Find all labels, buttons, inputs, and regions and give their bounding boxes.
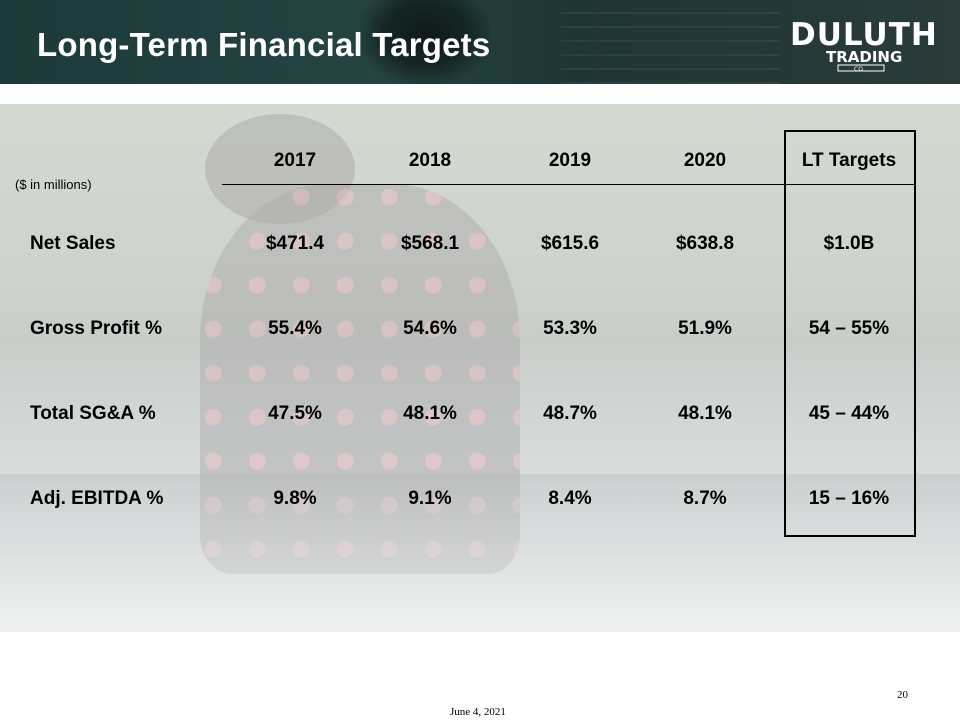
page-number: 20 — [897, 689, 908, 701]
header-rule — [222, 184, 915, 185]
table-cell: $638.8 — [675, 233, 735, 254]
duluth-trading-logo: DULUTH TRADING CO — [788, 16, 938, 74]
logo-line2: TRADING — [826, 48, 902, 66]
row-label-total-sga: Total SG&A % — [30, 403, 156, 424]
table-cell: $471.4 — [265, 233, 325, 254]
table-cell: 9.8% — [273, 488, 317, 509]
units-note: ($ in millions) — [15, 177, 92, 192]
table-cell: 8.4% — [548, 488, 592, 509]
photo-white-overlay — [0, 104, 960, 632]
table-cell: 55.4% — [268, 318, 322, 339]
table-cell: 47.5% — [268, 403, 322, 424]
table-cell: 54.6% — [403, 318, 457, 339]
column-header-2020: 2020 — [683, 150, 727, 171]
table-cell: 48.1% — [678, 403, 732, 424]
logo-line3: CO — [854, 66, 863, 73]
row-label-net-sales: Net Sales — [30, 233, 116, 254]
table-cell-target: $1.0B — [823, 233, 875, 254]
logo-line1: DULUTH — [790, 17, 938, 53]
row-label-gross-profit: Gross Profit % — [30, 318, 162, 339]
row-label-adj-ebitda: Adj. EBITDA % — [30, 488, 164, 509]
header-brick-texture — [560, 0, 780, 84]
table-cell: 8.7% — [683, 488, 727, 509]
table-cell-target: 15 – 16% — [808, 488, 890, 509]
header-photo-shade — [360, 0, 490, 84]
column-header-2019: 2019 — [548, 150, 592, 171]
header-banner: Long-Term Financial Targets DULUTH TRADI… — [0, 0, 960, 84]
background-photo — [0, 104, 960, 632]
table-cell-target: 45 – 44% — [808, 403, 890, 424]
table-cell: 51.9% — [678, 318, 732, 339]
table-cell: 48.7% — [543, 403, 597, 424]
table-cell: 53.3% — [543, 318, 597, 339]
table-cell: $615.6 — [540, 233, 600, 254]
column-header-2018: 2018 — [408, 150, 452, 171]
slide-title: Long-Term Financial Targets — [37, 26, 491, 63]
table-cell-target: 54 – 55% — [808, 318, 890, 339]
table-cell: $568.1 — [400, 233, 460, 254]
slide-date: June 4, 2021 — [450, 706, 506, 718]
table-cell: 48.1% — [403, 403, 457, 424]
logo-graphic: DULUTH TRADING CO — [790, 17, 938, 73]
table-cell: 9.1% — [408, 488, 452, 509]
column-header-2017: 2017 — [273, 150, 317, 171]
column-header-lt-targets: LT Targets — [801, 150, 897, 171]
lt-targets-highlight-box — [784, 130, 916, 537]
